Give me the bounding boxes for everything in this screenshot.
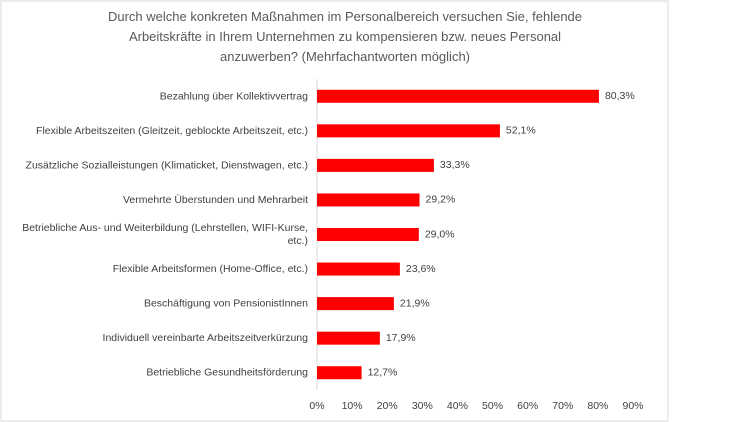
bar <box>317 228 419 241</box>
bar <box>317 89 599 103</box>
value-label: 12,7% <box>368 367 398 379</box>
value-label: 21,9% <box>400 297 430 309</box>
category-label: Bezahlung über Kollektivvertrag <box>160 90 308 102</box>
category-label: Betriebliche Aus- und Weiterbildung (Leh… <box>22 222 308 247</box>
value-label: 29,0% <box>425 228 455 240</box>
x-tick-label: 50% <box>482 400 503 412</box>
category-label: Individuell vereinbarte Arbeitszeitverkü… <box>103 332 309 344</box>
category-label: Betriebliche Gesundheitsförderung <box>146 367 308 379</box>
x-tick-label: 20% <box>377 400 398 412</box>
value-label: 80,3% <box>605 90 635 102</box>
x-tick-label: 60% <box>517 400 538 412</box>
value-label: 33,3% <box>440 159 470 171</box>
category-label: Flexible Arbeitszeiten (Gleitzeit, geblo… <box>36 125 308 137</box>
chart-border <box>0 0 669 422</box>
bar <box>317 297 394 311</box>
x-tick-label: 30% <box>412 400 433 412</box>
category-label: Beschäftigung von PensionistInnen <box>144 297 308 309</box>
bar <box>317 331 380 345</box>
x-tick-label: 90% <box>622 400 643 412</box>
category-label: Zusätzliche Sozialleistungen (Klimaticke… <box>26 159 308 171</box>
x-tick-label: 10% <box>342 400 363 412</box>
category-label: Vermehrte Überstunden und Mehrarbeit <box>123 194 308 206</box>
bar <box>317 366 362 380</box>
value-label: 17,9% <box>386 332 416 344</box>
value-label: 23,6% <box>406 263 436 275</box>
value-label: 29,2% <box>426 194 456 206</box>
bar <box>317 193 420 207</box>
x-tick-label: 0% <box>309 400 324 412</box>
bar <box>317 124 500 138</box>
chart-title: Durch welche konkreten Maßnahmen im Pers… <box>108 9 582 64</box>
bar <box>317 262 400 276</box>
x-tick-label: 70% <box>552 400 573 412</box>
bar <box>317 158 434 172</box>
x-tick-label: 80% <box>587 400 608 412</box>
value-label: 52,1% <box>506 125 536 137</box>
category-label: Flexible Arbeitsformen (Home-Office, etc… <box>113 263 308 275</box>
x-tick-label: 40% <box>447 400 468 412</box>
